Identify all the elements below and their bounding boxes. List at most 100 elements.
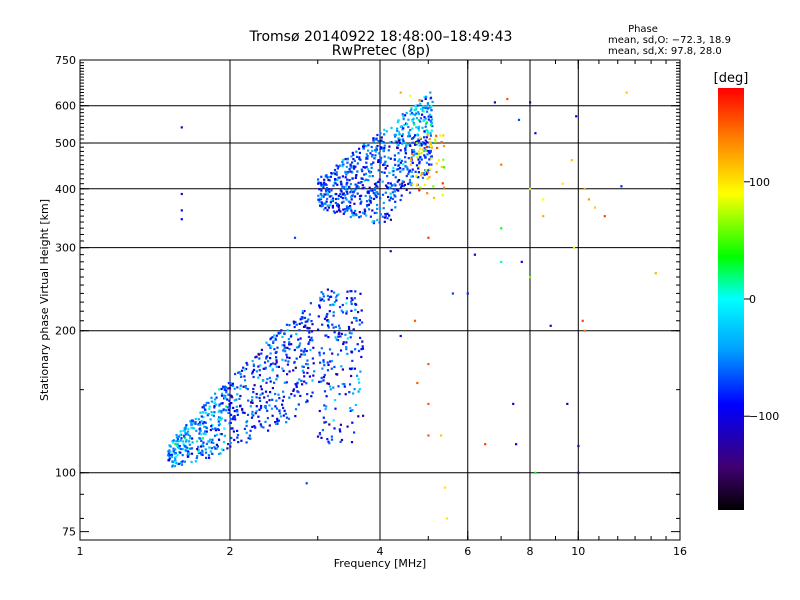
data-point xyxy=(180,126,183,129)
data-point xyxy=(414,114,417,117)
data-point xyxy=(350,350,353,353)
data-point xyxy=(207,401,210,404)
data-point xyxy=(349,290,352,293)
data-point xyxy=(358,216,361,219)
data-point xyxy=(346,290,349,293)
data-point xyxy=(399,161,402,164)
data-point xyxy=(389,197,393,200)
data-point xyxy=(214,447,217,450)
data-point xyxy=(292,389,295,392)
data-point xyxy=(279,331,282,334)
data-point xyxy=(177,446,180,449)
data-point xyxy=(423,149,426,152)
data-point xyxy=(374,154,377,157)
data-point xyxy=(269,357,272,360)
data-point xyxy=(350,189,353,192)
data-point xyxy=(410,175,413,178)
data-point xyxy=(339,423,342,426)
data-point xyxy=(394,200,397,203)
data-point xyxy=(432,185,435,188)
data-point xyxy=(358,319,361,322)
data-point xyxy=(270,407,273,410)
data-point xyxy=(283,332,286,335)
data-point xyxy=(302,353,305,356)
data-point xyxy=(362,414,365,417)
data-point xyxy=(282,414,285,417)
data-point xyxy=(367,190,370,193)
data-point xyxy=(341,160,344,163)
data-point xyxy=(417,158,420,161)
data-point xyxy=(210,447,213,450)
data-point xyxy=(372,222,375,225)
data-point xyxy=(561,182,564,185)
data-point xyxy=(309,302,312,305)
data-point xyxy=(180,463,184,466)
data-point xyxy=(365,178,368,181)
data-point xyxy=(324,175,327,178)
data-point xyxy=(366,155,369,158)
data-point xyxy=(317,194,320,197)
data-point xyxy=(223,388,226,391)
data-point xyxy=(326,294,329,297)
data-point xyxy=(251,425,254,428)
data-point xyxy=(342,158,345,161)
data-point xyxy=(389,157,392,160)
data-point xyxy=(411,119,414,123)
data-point xyxy=(326,438,329,441)
data-point xyxy=(240,375,243,378)
data-point xyxy=(384,214,387,217)
data-point xyxy=(359,158,362,161)
data-point xyxy=(428,163,431,166)
data-point xyxy=(357,186,360,189)
data-point xyxy=(284,359,287,362)
data-point xyxy=(376,133,379,137)
data-point xyxy=(413,319,417,322)
data-point xyxy=(341,382,344,386)
data-point xyxy=(319,204,322,207)
data-point xyxy=(167,452,170,455)
data-point xyxy=(318,188,321,191)
data-point xyxy=(271,387,274,390)
data-point xyxy=(358,181,361,185)
data-point xyxy=(325,187,329,190)
data-point xyxy=(396,129,399,132)
data-point xyxy=(235,405,238,408)
y-tick-label: 200 xyxy=(55,325,76,338)
data-point xyxy=(195,456,198,460)
data-point xyxy=(430,157,433,160)
data-point xyxy=(376,203,379,207)
data-point xyxy=(308,327,311,330)
data-point xyxy=(383,144,386,147)
data-point xyxy=(386,164,389,167)
data-point xyxy=(399,198,402,202)
data-point xyxy=(415,107,418,110)
data-point xyxy=(335,299,338,302)
data-point xyxy=(204,432,207,435)
data-point xyxy=(197,450,200,453)
data-point xyxy=(190,460,193,464)
data-point xyxy=(320,205,323,208)
data-point xyxy=(347,207,350,210)
data-point xyxy=(383,155,386,158)
data-point xyxy=(269,346,272,349)
data-point xyxy=(222,408,225,411)
data-point xyxy=(397,152,400,155)
data-point xyxy=(388,171,391,174)
data-point xyxy=(308,331,311,334)
data-point xyxy=(390,208,393,211)
data-point xyxy=(343,385,346,388)
data-point xyxy=(365,144,368,147)
data-point xyxy=(180,218,183,221)
data-point xyxy=(261,379,264,382)
data-point xyxy=(320,189,323,192)
data-point xyxy=(411,183,414,186)
data-point xyxy=(327,188,331,191)
data-point xyxy=(350,209,353,212)
data-point xyxy=(404,146,408,149)
data-point xyxy=(348,391,351,394)
data-point xyxy=(276,422,279,425)
data-point xyxy=(406,123,409,126)
data-point xyxy=(185,424,188,427)
data-point xyxy=(337,324,341,327)
data-point xyxy=(247,437,250,440)
